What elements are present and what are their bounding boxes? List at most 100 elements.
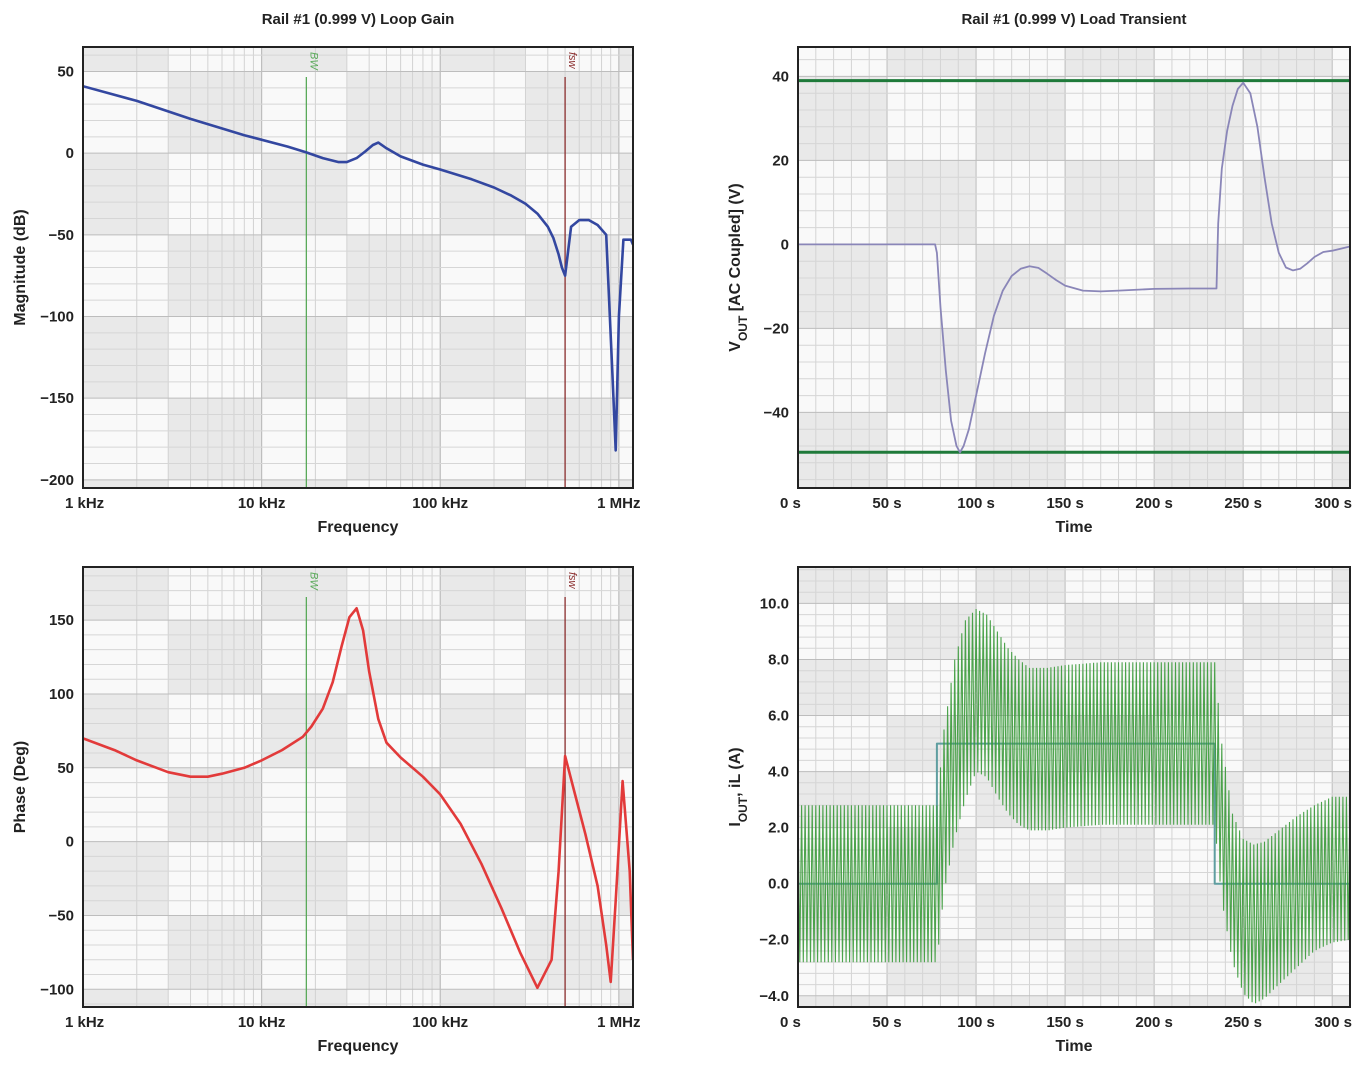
shade-cell <box>1065 160 1155 245</box>
shade-cell <box>798 603 888 660</box>
shade-cell <box>887 771 977 828</box>
shade-cell <box>168 767 262 842</box>
shade-cell <box>887 328 977 413</box>
chart-title: Rail #1 (0.999 V) Loop Gain <box>262 11 455 28</box>
shade-cell <box>168 398 262 480</box>
x-tick-label: 0 s <box>780 495 801 512</box>
x-axis-label: Frequency <box>318 1038 399 1055</box>
shade-cell <box>1332 567 1350 604</box>
marker-label-fsw: fsw <box>566 572 578 590</box>
shade-cell <box>976 328 1066 413</box>
shade-cell <box>83 479 169 488</box>
shade-cell <box>168 153 262 235</box>
shade-cell <box>1065 939 1155 996</box>
shade-cell <box>261 316 347 399</box>
x-tick-label: 200 s <box>1135 495 1173 512</box>
x-tick-label: 100 kHz <box>412 1014 468 1031</box>
shade-cell <box>168 841 262 916</box>
shade-cell <box>618 620 633 694</box>
shade-cell <box>1332 160 1350 245</box>
chart-3: BW fsw 1 kHz 10 kHz 100 kHz 1 MHz 150 100 50 0 −50… <box>12 566 641 1055</box>
shade-cell <box>83 841 169 916</box>
y-tick-label: −200 <box>40 472 74 489</box>
shade-cell <box>261 479 347 488</box>
shade-cell <box>1154 995 1244 1007</box>
marker-label-bw: BW <box>307 572 319 591</box>
shade-cell <box>83 767 169 842</box>
shade-cell <box>1154 76 1244 161</box>
shade-cell <box>1065 995 1155 1007</box>
shade-cell <box>1243 160 1333 245</box>
shade-cell <box>440 767 526 842</box>
shade-cell <box>618 915 633 990</box>
shade-cell <box>618 71 633 154</box>
shade-cell <box>168 479 262 488</box>
shade-cell <box>798 771 888 828</box>
shade-cell <box>261 567 347 621</box>
y-tick-label: 0 <box>66 145 74 162</box>
shade-cell <box>1243 603 1333 660</box>
x-tick-label: 100 kHz <box>412 495 468 512</box>
shade-cell <box>83 567 169 621</box>
shade-cell <box>1243 244 1333 329</box>
shade-cell <box>1332 76 1350 161</box>
shade-cell <box>1065 827 1155 884</box>
shade-cell <box>168 234 262 317</box>
shade-cell <box>1243 567 1333 604</box>
shade-cell <box>887 76 977 161</box>
shade-cell <box>976 883 1066 940</box>
shade-cell <box>83 915 169 990</box>
shade-cell <box>440 71 526 154</box>
y-tick-label: 20 <box>772 152 789 169</box>
shade-cell <box>1154 328 1244 413</box>
shade-cell <box>1243 771 1333 828</box>
shade-cell <box>83 693 169 768</box>
shade-cell <box>168 620 262 694</box>
shade-cell <box>440 234 526 317</box>
shade-cell <box>618 153 633 235</box>
shade-cell <box>1065 412 1155 488</box>
plot-frame <box>797 566 1351 1008</box>
y-axis-label: Phase (Deg) <box>12 741 29 833</box>
shade-cell <box>83 71 169 154</box>
shade-cell <box>346 567 441 621</box>
shade-cell <box>1154 244 1244 329</box>
y-tick-label: −50 <box>49 227 74 244</box>
grid <box>83 47 633 488</box>
series-vout <box>798 81 1350 454</box>
shade-cell <box>618 989 633 1007</box>
chart-4: 0 s 50 s 100 s 150 s 200 s 250 s 300 s 10.0 8.0 6… <box>727 566 1352 1055</box>
chart-title: Rail #1 (0.999 V) Load Transient <box>961 11 1186 28</box>
y-tick-label: 10.0 <box>760 595 789 612</box>
shade-cell <box>525 693 619 768</box>
shade-cell <box>525 915 619 990</box>
y-tick-label: 8.0 <box>768 651 789 668</box>
y-tick-label: 6.0 <box>768 708 789 725</box>
shade-cell <box>1154 603 1244 660</box>
shade-cell <box>1332 328 1350 413</box>
shade-cell <box>525 620 619 694</box>
shade-cell <box>1332 244 1350 329</box>
x-axis-label: Time <box>1055 519 1092 536</box>
shade-cell <box>887 47 977 77</box>
grid <box>798 47 1350 488</box>
shade-cell <box>887 603 977 660</box>
x-tick-label: 150 s <box>1046 1014 1084 1031</box>
shade-cell <box>1154 412 1244 488</box>
shade-cell <box>1065 328 1155 413</box>
shade-cell <box>83 234 169 317</box>
x-tick-label: 1 kHz <box>65 495 104 512</box>
shade-cell <box>887 244 977 329</box>
shade-cell <box>261 989 347 1007</box>
shade-cell <box>83 620 169 694</box>
x-tick-label: 50 s <box>872 495 901 512</box>
x-tick-label: 0 s <box>780 1014 801 1031</box>
shade-cell <box>346 693 441 768</box>
x-tick-label: 100 s <box>957 1014 995 1031</box>
y-tick-label: −20 <box>764 320 789 337</box>
shade-cell <box>346 398 441 480</box>
shade-cell <box>440 620 526 694</box>
x-tick-label: 1 kHz <box>65 1014 104 1031</box>
y-axis-label: IOUT, iL (A) <box>727 747 750 826</box>
shade-cell <box>1332 771 1350 828</box>
